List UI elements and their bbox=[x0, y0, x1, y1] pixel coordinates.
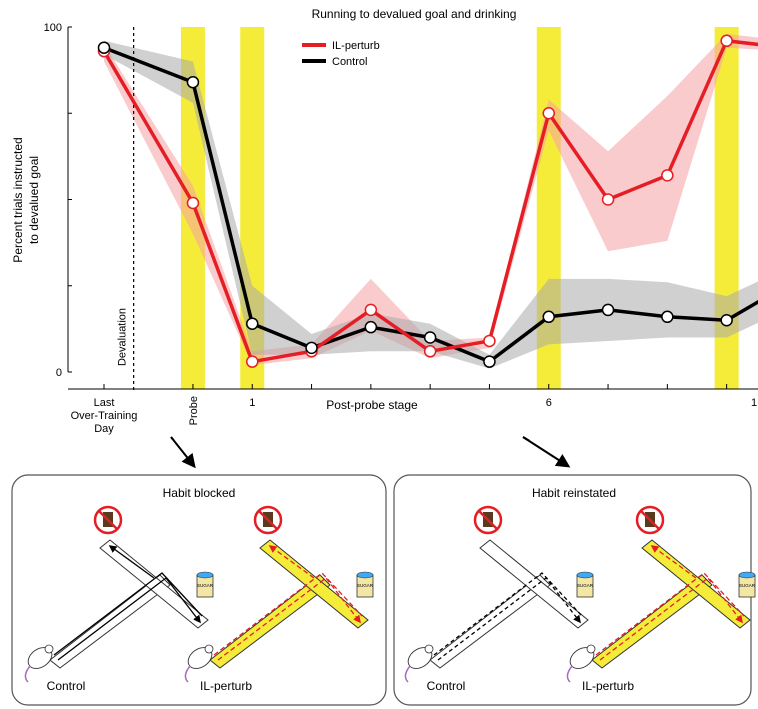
series-line-il-perturb bbox=[102, 39, 758, 364]
data-point-control bbox=[97, 41, 111, 54]
route-arrow bbox=[433, 572, 583, 656]
data-point-il-perturb bbox=[246, 355, 259, 368]
maze-crossbar bbox=[99, 539, 209, 629]
sugar-jar-icon: SUGAR bbox=[196, 571, 214, 598]
data-point-il-perturb bbox=[364, 303, 378, 317]
maze-stem bbox=[429, 574, 551, 669]
series-lines bbox=[102, 39, 758, 364]
data-point-il-perturb bbox=[601, 193, 615, 206]
down-right-arrow-icon bbox=[522, 436, 571, 468]
route-arrow bbox=[53, 572, 203, 656]
legend-label-control: Control bbox=[332, 56, 367, 68]
y-tick-label: 0 bbox=[56, 367, 62, 379]
confidence-band-il-perturb bbox=[104, 33, 758, 366]
data-point-control bbox=[542, 310, 555, 324]
maze-control: SUGAR bbox=[24, 505, 214, 683]
down-right-arrow-icon bbox=[170, 436, 196, 469]
sugar-label: SUGAR bbox=[197, 583, 214, 588]
data-point-control bbox=[423, 331, 437, 344]
panel-title: Habit blocked bbox=[163, 486, 236, 500]
data-point-control bbox=[661, 310, 674, 324]
y-axis-label-line2: to devalued goal bbox=[27, 156, 41, 244]
rat-icon bbox=[566, 644, 596, 683]
sugar-jar-icon: SUGAR bbox=[738, 571, 756, 598]
route-arrow bbox=[599, 577, 743, 661]
sugar-label: SUGAR bbox=[577, 583, 594, 588]
data-point-il-perturb bbox=[186, 196, 200, 210]
data-point-control bbox=[186, 75, 200, 89]
no-drink-icon bbox=[253, 505, 283, 535]
confidence-band-control bbox=[104, 40, 758, 369]
probe-tick-label: Probe bbox=[188, 396, 200, 425]
maze-crossbar bbox=[259, 539, 369, 629]
maze-label-il-perturb: IL-perturb bbox=[200, 679, 252, 693]
x-axis-label: Post-probe stage bbox=[326, 398, 418, 412]
maze-crossbar bbox=[479, 539, 589, 629]
confidence-bands bbox=[104, 33, 758, 369]
panel-habit-blocked: Habit blocked SUGAR SUGAR Control IL-per… bbox=[11, 474, 387, 706]
maze-stem bbox=[209, 574, 331, 669]
data-point-control bbox=[364, 320, 378, 334]
data-point-il-perturb bbox=[661, 169, 674, 182]
data-point-il-perturb bbox=[720, 34, 733, 48]
route-arrow bbox=[650, 545, 697, 579]
y-axis-label-line1: Percent trials instructed bbox=[11, 137, 25, 262]
rat-icon bbox=[24, 644, 54, 683]
devaluation-label: Devaluation bbox=[117, 308, 129, 366]
route-arrow bbox=[268, 545, 315, 579]
x-tick-label: Day bbox=[94, 423, 114, 435]
data-point-il-perturb bbox=[483, 334, 496, 348]
maze-il-perturb: SUGAR bbox=[184, 505, 374, 683]
sugar-label: SUGAR bbox=[357, 583, 374, 588]
data-point-control bbox=[246, 317, 259, 330]
route-arrow bbox=[217, 577, 361, 661]
maze-control: SUGAR bbox=[404, 505, 594, 683]
sugar-jar-icon: SUGAR bbox=[356, 571, 374, 598]
panel-habit-reinstated: Habit reinstated SUGAR SUGAR Control IL-… bbox=[393, 474, 756, 706]
x-tick-label: Last bbox=[94, 397, 115, 409]
maze-label-il-perturb: IL-perturb bbox=[582, 679, 634, 693]
x-tick-label: 1 bbox=[751, 397, 757, 409]
maze-il-perturb: SUGAR bbox=[566, 505, 756, 683]
data-point-il-perturb bbox=[423, 345, 437, 358]
data-point-control bbox=[601, 303, 615, 317]
series-line-control bbox=[103, 46, 758, 364]
legend-label-il-perturb: IL-perturb bbox=[332, 40, 380, 52]
no-drink-icon bbox=[473, 505, 503, 535]
legend: IL-perturb Control bbox=[302, 40, 380, 68]
x-tick-label: 6 bbox=[546, 397, 552, 409]
sugar-label: SUGAR bbox=[739, 583, 756, 588]
maze-label-control: Control bbox=[427, 679, 466, 693]
x-tick-label: 1 bbox=[249, 397, 255, 409]
sugar-jar-icon: SUGAR bbox=[576, 571, 594, 598]
data-point-control bbox=[720, 314, 733, 327]
chart-title: Running to devalued goal and drinking bbox=[312, 7, 517, 21]
x-tick-label: Over-Training bbox=[71, 410, 138, 422]
maze-label-control: Control bbox=[47, 679, 86, 693]
maze-stem bbox=[591, 574, 713, 669]
panel-title: Habit reinstated bbox=[532, 486, 616, 500]
series-points bbox=[97, 34, 733, 368]
rat-icon bbox=[404, 644, 434, 683]
y-tick-label: 100 bbox=[44, 22, 62, 34]
maze-crossbar bbox=[641, 539, 751, 629]
data-point-il-perturb bbox=[542, 107, 555, 120]
route-arrow bbox=[108, 545, 155, 579]
no-drink-icon bbox=[635, 505, 665, 535]
rat-icon bbox=[184, 644, 214, 683]
data-point-control bbox=[305, 341, 318, 355]
data-point-control bbox=[483, 355, 496, 368]
no-drink-icon bbox=[93, 505, 123, 535]
